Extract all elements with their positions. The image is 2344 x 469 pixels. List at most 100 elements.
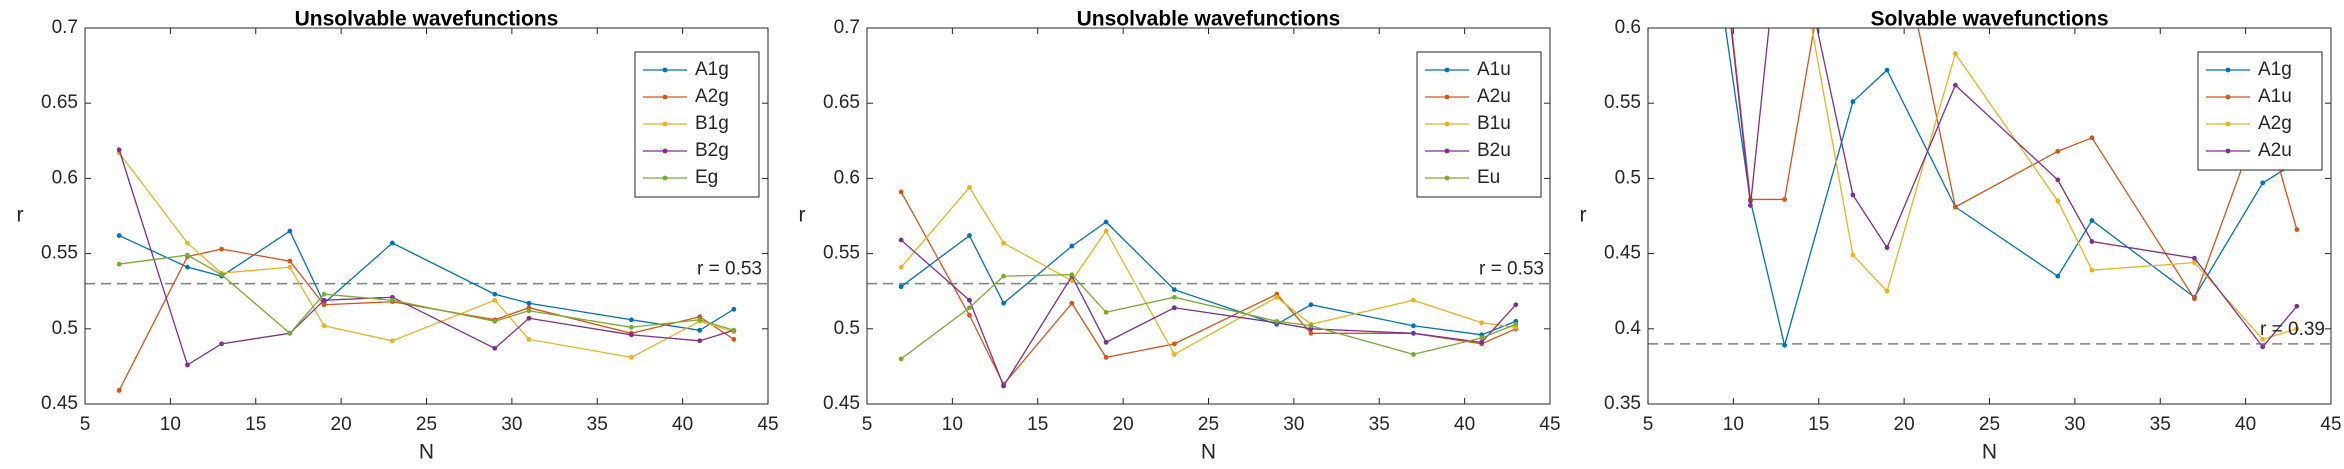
point xyxy=(697,327,703,333)
chart-title: Unsolvable wavefunctions xyxy=(295,8,559,31)
legend-marker xyxy=(662,67,668,73)
x-tick-label: 5 xyxy=(80,414,91,435)
point xyxy=(898,189,904,195)
legend-label: A1u xyxy=(2258,86,2292,107)
y-tick-label: 0.4 xyxy=(1615,318,1642,339)
x-tick-label: 15 xyxy=(1027,414,1048,435)
x-tick-label: 5 xyxy=(1643,414,1654,435)
point xyxy=(1001,300,1006,306)
point xyxy=(116,233,122,238)
x-tick-label: 25 xyxy=(1198,414,1219,435)
point xyxy=(116,147,122,153)
point xyxy=(1103,339,1109,345)
point xyxy=(629,324,634,330)
point xyxy=(1171,287,1177,293)
panel: Unsolvable wavefunctions 5 10 15 20 25 30 35 40 4… xyxy=(799,8,1561,464)
point xyxy=(731,327,737,333)
legend-label: B2g xyxy=(695,140,729,161)
point xyxy=(1103,228,1109,234)
point xyxy=(1850,99,1856,105)
point xyxy=(2089,239,2095,244)
legend-marker xyxy=(2225,121,2231,127)
y-tick-label: 0.6 xyxy=(834,167,860,188)
y-tick-label: 0.45 xyxy=(41,393,78,414)
chart-title: Solvable wavefunctions xyxy=(1870,8,2108,31)
point xyxy=(2089,135,2095,141)
point xyxy=(492,291,498,297)
x-tick-label: 40 xyxy=(2235,414,2256,435)
point xyxy=(2055,273,2061,279)
point xyxy=(1308,330,1314,336)
y-tick-label: 0.5 xyxy=(834,318,860,339)
x-tick-label: 40 xyxy=(1454,414,1475,435)
point xyxy=(2294,227,2300,232)
point xyxy=(219,246,225,252)
legend-marker xyxy=(2225,94,2231,100)
x-tick-label: 30 xyxy=(1283,414,1304,435)
y-tick-label: 0.7 xyxy=(52,17,78,38)
legend: A1g A1u A2g A2u xyxy=(2197,51,2323,171)
axes-box xyxy=(84,27,769,405)
legend-label: B2u xyxy=(1477,140,1511,161)
point xyxy=(185,252,190,258)
point xyxy=(1103,219,1109,225)
point xyxy=(2192,296,2197,302)
legend-label: A1u xyxy=(1477,59,1511,80)
point xyxy=(1850,192,1856,198)
panel: Unsolvable wavefunctions 5 10 15 20 25 30 35 40 4… xyxy=(17,8,779,464)
point xyxy=(1748,203,1753,208)
point xyxy=(1103,354,1109,360)
x-tick-label: 45 xyxy=(2320,414,2341,435)
legend-label: A1g xyxy=(695,59,729,80)
point xyxy=(1479,320,1485,326)
point xyxy=(185,264,190,270)
point xyxy=(1069,243,1075,249)
y-tick-label: 0.7 xyxy=(834,17,860,38)
point xyxy=(1513,321,1519,327)
legend-marker xyxy=(1444,121,1450,127)
x-axis-label: N xyxy=(1201,441,1216,464)
point xyxy=(731,336,737,342)
point xyxy=(2055,198,2061,204)
legend-label: A2u xyxy=(2258,140,2292,161)
legend-marker xyxy=(662,94,668,100)
point xyxy=(629,332,634,338)
point xyxy=(1411,351,1416,357)
point xyxy=(1308,323,1314,329)
x-tick-label: 25 xyxy=(1979,414,2000,435)
point xyxy=(967,233,972,238)
point xyxy=(2192,260,2197,266)
series-layer xyxy=(85,147,768,393)
reference-label: r = 0.53 xyxy=(697,259,762,280)
point xyxy=(1069,272,1075,278)
reference-label: r = 0.53 xyxy=(1479,259,1544,280)
x-tick-label: 5 xyxy=(862,414,873,435)
point xyxy=(898,356,904,362)
point xyxy=(492,318,498,324)
point xyxy=(1171,351,1177,357)
point xyxy=(967,297,972,303)
point xyxy=(1782,197,1787,202)
y-tick-label: 0.55 xyxy=(1604,92,1641,113)
point xyxy=(967,312,972,318)
y-tick-label: 0.45 xyxy=(823,393,860,414)
point xyxy=(898,264,904,270)
panel: Solvable wavefunctions 5 10 15 20 25 30 35 40 45 0… xyxy=(1580,8,2342,464)
legend-marker xyxy=(1444,94,1450,100)
point xyxy=(2294,326,2300,332)
point xyxy=(967,185,972,190)
axes-box xyxy=(1647,27,2332,405)
legend-marker xyxy=(2225,67,2231,73)
point xyxy=(185,362,190,368)
x-tick-label: 35 xyxy=(2150,414,2171,435)
point xyxy=(287,264,293,270)
point xyxy=(629,354,634,360)
point xyxy=(1103,309,1109,315)
point xyxy=(1308,302,1314,308)
point xyxy=(898,284,904,290)
point xyxy=(1274,318,1280,324)
point xyxy=(219,272,225,278)
point xyxy=(1411,297,1416,303)
point xyxy=(1850,252,1856,258)
